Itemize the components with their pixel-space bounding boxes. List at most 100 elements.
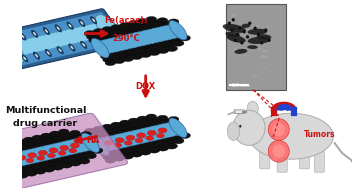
FancyBboxPatch shape xyxy=(95,121,184,152)
Ellipse shape xyxy=(93,29,104,34)
Ellipse shape xyxy=(230,28,234,32)
Ellipse shape xyxy=(225,32,240,37)
Ellipse shape xyxy=(59,48,62,52)
Ellipse shape xyxy=(148,20,159,26)
Ellipse shape xyxy=(159,119,170,124)
Ellipse shape xyxy=(179,133,191,139)
Ellipse shape xyxy=(5,141,16,147)
Ellipse shape xyxy=(58,129,69,135)
Ellipse shape xyxy=(58,151,66,155)
Ellipse shape xyxy=(128,20,139,26)
Ellipse shape xyxy=(37,156,44,160)
Ellipse shape xyxy=(106,131,118,136)
Ellipse shape xyxy=(48,158,59,164)
Ellipse shape xyxy=(137,19,148,24)
Ellipse shape xyxy=(26,158,34,163)
Ellipse shape xyxy=(91,136,109,155)
Ellipse shape xyxy=(95,32,106,38)
Ellipse shape xyxy=(8,35,14,43)
Ellipse shape xyxy=(43,27,50,35)
Ellipse shape xyxy=(236,33,239,36)
Ellipse shape xyxy=(52,134,62,140)
Ellipse shape xyxy=(120,150,131,156)
Ellipse shape xyxy=(228,22,231,25)
Ellipse shape xyxy=(115,138,124,143)
Ellipse shape xyxy=(133,27,144,33)
Ellipse shape xyxy=(86,131,97,137)
FancyBboxPatch shape xyxy=(0,113,127,189)
Ellipse shape xyxy=(131,54,142,60)
Ellipse shape xyxy=(142,122,152,128)
Ellipse shape xyxy=(0,37,24,64)
Ellipse shape xyxy=(113,28,124,34)
FancyBboxPatch shape xyxy=(277,149,287,172)
Ellipse shape xyxy=(44,166,55,172)
Ellipse shape xyxy=(139,22,150,28)
Ellipse shape xyxy=(249,113,333,159)
Ellipse shape xyxy=(105,60,116,66)
Ellipse shape xyxy=(22,164,32,170)
Ellipse shape xyxy=(38,150,47,155)
Ellipse shape xyxy=(168,116,179,122)
Ellipse shape xyxy=(0,143,7,149)
Ellipse shape xyxy=(253,27,257,30)
Ellipse shape xyxy=(150,121,161,126)
Ellipse shape xyxy=(243,30,246,33)
Ellipse shape xyxy=(124,141,132,145)
Ellipse shape xyxy=(57,46,63,54)
Ellipse shape xyxy=(36,142,47,147)
Ellipse shape xyxy=(95,129,106,135)
Ellipse shape xyxy=(142,25,152,31)
Ellipse shape xyxy=(56,26,60,30)
FancyBboxPatch shape xyxy=(7,136,96,167)
Ellipse shape xyxy=(146,46,158,52)
Ellipse shape xyxy=(92,148,103,153)
Ellipse shape xyxy=(273,123,285,136)
Ellipse shape xyxy=(149,50,160,56)
Ellipse shape xyxy=(257,34,271,40)
Ellipse shape xyxy=(262,50,269,52)
Ellipse shape xyxy=(158,128,167,133)
Ellipse shape xyxy=(114,155,125,161)
Ellipse shape xyxy=(20,33,26,40)
Ellipse shape xyxy=(246,24,253,26)
Ellipse shape xyxy=(246,35,249,39)
Ellipse shape xyxy=(23,137,34,143)
Ellipse shape xyxy=(156,133,164,138)
Ellipse shape xyxy=(17,142,28,148)
Ellipse shape xyxy=(102,26,113,32)
Ellipse shape xyxy=(260,41,263,45)
Text: Fe(acac)₃: Fe(acac)₃ xyxy=(104,16,148,25)
Ellipse shape xyxy=(140,149,151,155)
Text: HA: HA xyxy=(86,136,100,145)
Ellipse shape xyxy=(59,159,70,165)
Ellipse shape xyxy=(179,35,191,41)
Ellipse shape xyxy=(248,22,251,25)
Ellipse shape xyxy=(103,154,114,160)
Ellipse shape xyxy=(26,170,37,176)
Ellipse shape xyxy=(84,128,95,134)
FancyBboxPatch shape xyxy=(0,12,123,66)
Ellipse shape xyxy=(139,119,150,125)
Text: Multifunctional: Multifunctional xyxy=(5,106,86,115)
Ellipse shape xyxy=(133,125,144,130)
Ellipse shape xyxy=(251,75,259,77)
Ellipse shape xyxy=(233,49,238,52)
Ellipse shape xyxy=(115,31,126,37)
Ellipse shape xyxy=(131,151,142,157)
Ellipse shape xyxy=(259,71,263,72)
Text: DOX: DOX xyxy=(136,82,156,91)
Ellipse shape xyxy=(33,165,44,171)
Ellipse shape xyxy=(164,140,175,146)
Ellipse shape xyxy=(100,151,112,157)
Ellipse shape xyxy=(167,143,178,149)
Ellipse shape xyxy=(138,49,149,54)
Ellipse shape xyxy=(33,32,36,36)
Ellipse shape xyxy=(89,135,100,140)
Ellipse shape xyxy=(155,142,166,148)
Ellipse shape xyxy=(267,64,270,66)
Ellipse shape xyxy=(97,35,109,41)
Ellipse shape xyxy=(100,53,112,59)
Ellipse shape xyxy=(53,164,64,170)
Ellipse shape xyxy=(238,27,241,30)
